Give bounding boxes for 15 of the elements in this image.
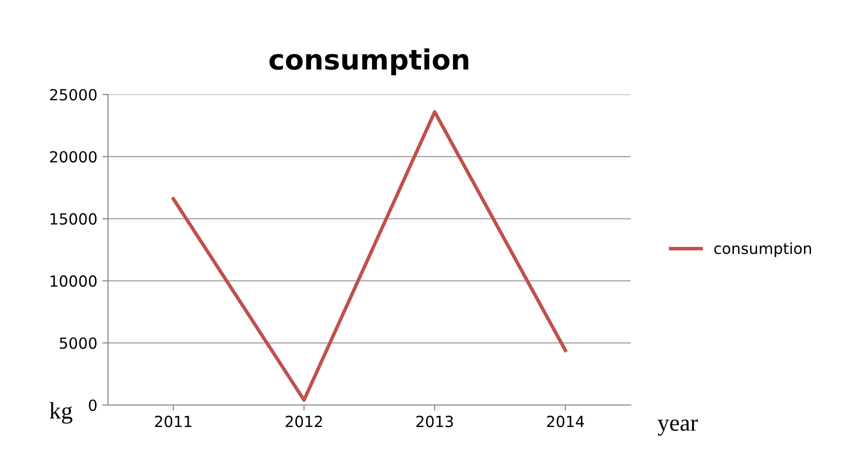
x-tick-label: 2014 (547, 416, 584, 428)
y-tick-label: 20000 (50, 151, 97, 163)
legend-label: consumption (714, 242, 812, 258)
y-axis-title: kg (50, 402, 72, 424)
y-tick-label: 10000 (50, 275, 97, 287)
y-tick-label: 0 (88, 399, 97, 412)
x-axis-title: year (658, 420, 698, 436)
x-tick-label: 2011 (155, 416, 192, 428)
y-tick-label: 25000 (50, 88, 97, 101)
y-tick-label: 5000 (60, 337, 97, 349)
y-tick-label: 15000 (50, 213, 97, 225)
x-tick-label: 2013 (416, 416, 453, 428)
line-series (172, 110, 568, 402)
chart-title: consumption (269, 48, 468, 76)
x-tick-label: 2012 (286, 416, 322, 428)
